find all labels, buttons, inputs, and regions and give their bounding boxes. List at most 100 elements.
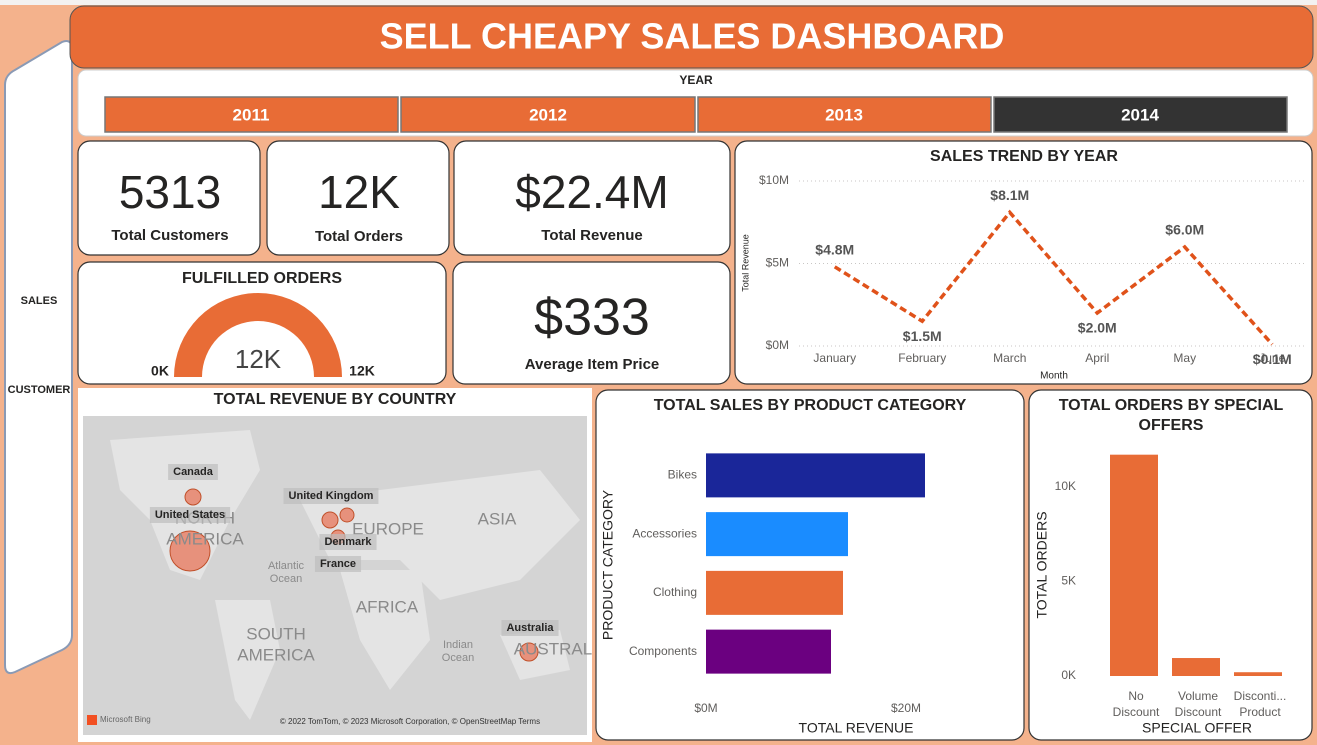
land [110, 430, 260, 580]
map-label-box [319, 534, 377, 550]
kpi-label: Average Item Price [525, 356, 660, 373]
bar [1172, 658, 1220, 676]
map-region: Atlantic [268, 560, 305, 572]
kpi-label: Total Revenue [541, 227, 642, 244]
gauge-title: FULFILLED ORDERS [182, 270, 342, 287]
y-tick-label: $5M [766, 256, 789, 270]
kpi-label: Total Orders [315, 228, 403, 245]
kpi-card [453, 140, 731, 256]
x-axis-label: SPECIAL OFFER [1142, 720, 1252, 736]
map-country-label: Denmark [324, 536, 372, 548]
kpi-value: 12K [318, 166, 400, 218]
map-region: Indian [443, 639, 473, 651]
map-label-box [149, 507, 231, 523]
chart-card [595, 389, 1025, 741]
slicer-option[interactable]: 2013 [825, 105, 863, 124]
map-region: SOUTH [246, 624, 306, 643]
slicer-option[interactable]: 2014 [1121, 105, 1159, 124]
chart-title: SALES TREND BY YEAR [930, 148, 1118, 165]
y-tick-label: Accessories [632, 526, 697, 540]
kpi-value: 5313 [119, 166, 221, 218]
x-tick-label: Disconti... Product [1234, 689, 1287, 719]
data-label: $4.8M [815, 242, 854, 258]
y-tick-label: $0M [766, 338, 789, 352]
chart-card [1028, 389, 1313, 741]
slicer-tile[interactable] [104, 96, 399, 133]
y-tick-label: 0K [1061, 668, 1076, 682]
kpi-card [266, 140, 450, 256]
slicer-tile[interactable] [993, 96, 1288, 133]
map-bubble [519, 642, 539, 662]
y-tick-label: Components [629, 644, 697, 658]
kpi-value: $22.4M [515, 166, 668, 218]
gauge-max: 12K [349, 363, 375, 379]
map-country-label: United Kingdom [289, 490, 374, 502]
slicer-option[interactable]: 2011 [233, 105, 270, 124]
map-bubble [169, 530, 211, 572]
land [215, 600, 280, 720]
map-title: TOTAL REVENUE BY COUNTRY [214, 391, 457, 408]
map-bubble [184, 488, 202, 506]
x-tick-label: February [898, 351, 946, 365]
data-label: $2.0M [1078, 320, 1117, 336]
y-tick-label: 10K [1055, 479, 1076, 493]
chart-title: TOTAL ORDERS BY SPECIAL OFFERS [1059, 397, 1284, 434]
y-axis-label: TOTAL ORDERS [1034, 511, 1050, 618]
slicer-tile[interactable] [400, 96, 696, 133]
map-region: ASIA [478, 509, 517, 528]
kpi-card [77, 140, 261, 256]
map-bubble [339, 507, 355, 523]
y-tick-label: Bikes [668, 468, 697, 482]
x-tick-label: June [1259, 351, 1285, 365]
dashboard-title: SELL CHEAPY SALES DASHBOARD [380, 16, 1005, 57]
map-country-label: Canada [173, 466, 214, 478]
header-bar [69, 5, 1314, 69]
map-country-label: France [320, 558, 356, 570]
map-label-box [501, 620, 559, 636]
land [340, 570, 430, 690]
map-country-label: United States [155, 509, 225, 521]
map-region: AMERICA [237, 645, 315, 664]
map-region: EUROPE [352, 519, 424, 538]
y-tick-label: 5K [1061, 574, 1076, 588]
bing-logo [87, 715, 97, 725]
gauge-value: 12K [235, 344, 282, 374]
kpi-label: Total Customers [111, 227, 228, 244]
map-region: AFRICA [356, 597, 419, 616]
x-tick-label: $0M [694, 701, 717, 715]
bar [1110, 454, 1158, 676]
bar [706, 629, 831, 674]
x-tick-label: March [993, 351, 1026, 365]
bar [1234, 672, 1282, 676]
slicer-option[interactable]: 2012 [529, 105, 567, 124]
bar [706, 512, 848, 557]
x-axis-label: Month [1040, 371, 1068, 382]
nav-panel [4, 40, 73, 675]
data-label: $1.5M [903, 328, 942, 344]
map-bubble [321, 511, 339, 529]
map-attribution: © 2022 TomTom, © 2023 Microsoft Corporat… [280, 717, 540, 726]
kpi-value: $333 [534, 289, 650, 347]
slicer-title: YEAR [679, 73, 713, 87]
nav-item[interactable]: CUSTOMER [8, 384, 71, 396]
x-tick-label: No Discount [1113, 689, 1160, 719]
ribbon [0, 0, 1317, 5]
map-region: Ocean [270, 573, 302, 585]
bar [706, 453, 925, 498]
map-brand: Microsoft Bing [100, 715, 151, 724]
gauge-arc [174, 293, 342, 377]
kpi-card [452, 261, 731, 385]
x-tick-label: Volume Discount [1175, 689, 1222, 719]
y-tick-label: $10M [759, 173, 789, 187]
nav-item[interactable]: SALES [21, 295, 58, 307]
slicer-tile[interactable] [697, 96, 992, 133]
x-axis-label: TOTAL REVENUE [799, 720, 914, 736]
map-label-box [314, 556, 362, 572]
gauge-card [77, 261, 447, 385]
data-label: $0.1M [1253, 351, 1292, 367]
map-region: AUSTRAL [514, 639, 592, 658]
x-tick-label: May [1173, 351, 1196, 365]
bar [706, 570, 843, 615]
line [833, 209, 1274, 346]
